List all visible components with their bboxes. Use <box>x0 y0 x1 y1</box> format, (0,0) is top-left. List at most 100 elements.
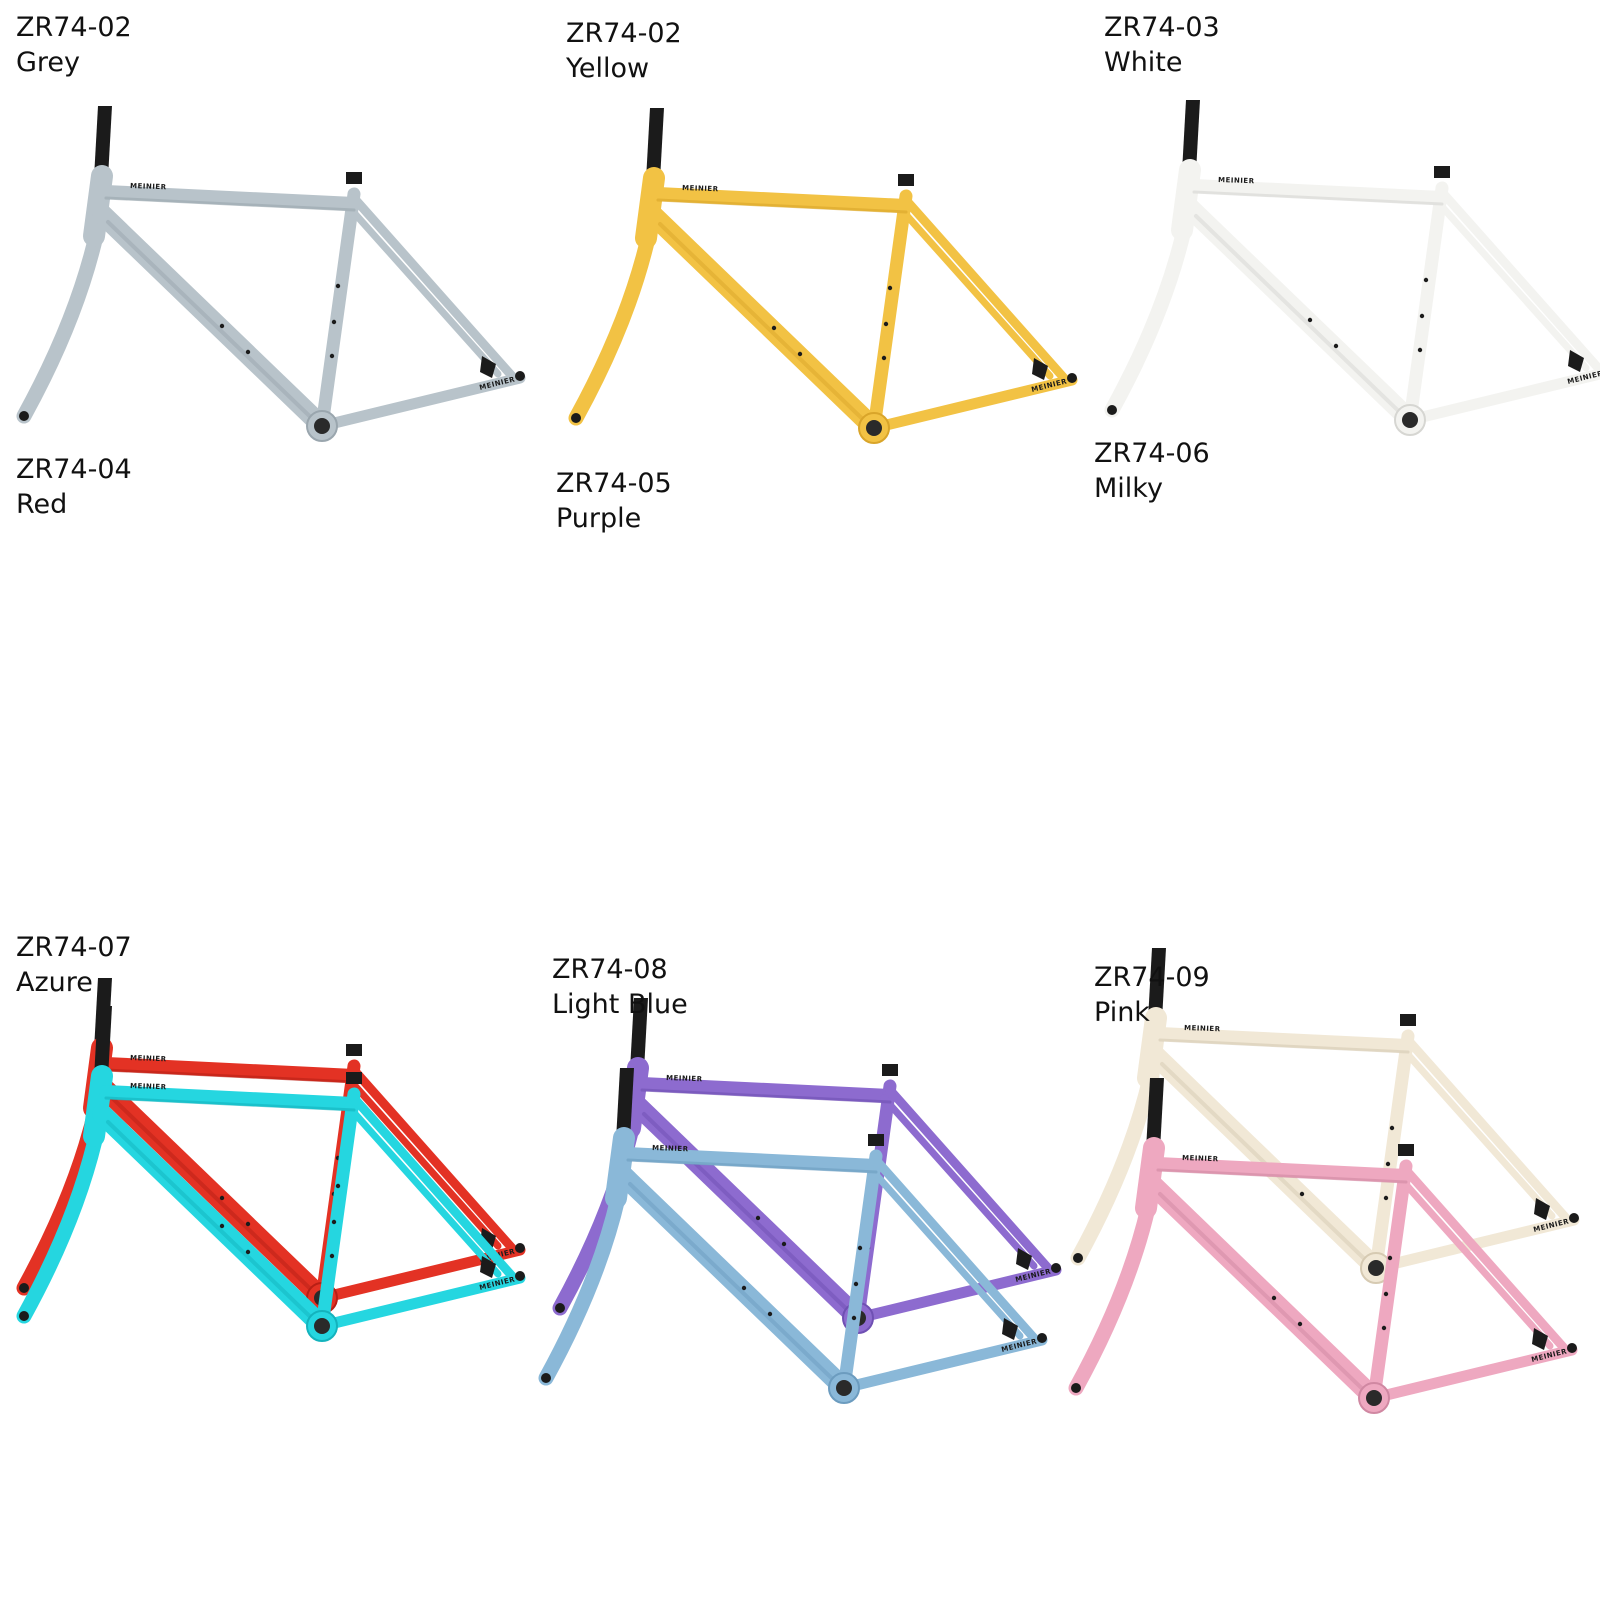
chain-stay <box>868 374 1078 434</box>
frame-color-name: Red <box>16 489 68 520</box>
seat-clamp <box>882 1064 898 1076</box>
seat-clamp <box>898 174 914 186</box>
top-tube <box>635 1077 897 1103</box>
steerer-tube <box>94 106 112 178</box>
frame-label: ZR74-04 Red <box>16 452 132 522</box>
frame-code: ZR74-07 <box>16 932 132 963</box>
frame-color-name: Milky <box>1094 473 1163 504</box>
top-tube <box>99 1085 361 1111</box>
top-tube <box>1187 179 1449 205</box>
top-tube <box>621 1147 883 1173</box>
frame-label: ZR74-05 Purple <box>556 466 672 536</box>
seat-tube <box>315 187 361 433</box>
seat-tube <box>1369 1029 1415 1275</box>
frame-card-pink: ZR74-09 Pink MEINIER MEINIER <box>1068 960 1600 1430</box>
seat-stay <box>1401 1165 1569 1353</box>
seat-clamp <box>1434 166 1450 178</box>
top-tube <box>1151 1157 1413 1183</box>
frame-label: ZR74-02 Yellow <box>566 16 682 86</box>
seat-stay <box>885 1085 1053 1273</box>
derailleur-hanger <box>1568 350 1584 372</box>
fork <box>1070 1070 1158 1266</box>
chain-stay <box>1404 368 1600 426</box>
brand-logo-top-tube: MEINIER <box>652 1144 689 1153</box>
chain-stay <box>838 1334 1048 1394</box>
seat-stay <box>1437 187 1600 375</box>
seat-stay <box>349 1065 517 1253</box>
rear-axle <box>1569 1213 1579 1223</box>
chain-stay <box>852 1264 1062 1324</box>
brand-logo-top-tube: MEINIER <box>1182 1154 1219 1163</box>
seat-clamp <box>346 1072 362 1084</box>
frame-card-white: ZR74-03 White MEINIER MEINIER <box>1104 10 1600 480</box>
frame-card-yellow: ZR74-02 Yellow MEINIER MEINIER <box>566 16 1106 486</box>
seat-stay <box>1403 1035 1571 1223</box>
frame-color-name: Pink <box>1094 997 1150 1028</box>
brand-logo-top-tube: MEINIER <box>1184 1024 1221 1033</box>
fork <box>16 1128 104 1324</box>
seat-clamp <box>1400 1014 1416 1026</box>
fork-axle <box>19 411 29 421</box>
frame-color-name: Yellow <box>566 53 650 84</box>
seat-tube <box>1403 181 1449 427</box>
frame-label: ZR74-03 White <box>1104 10 1220 80</box>
brand-logo-chain-stay: MEINIER <box>479 375 516 392</box>
fork <box>538 1190 626 1386</box>
frame-card-azure: ZR74-07 Azure MEINIER MEINIER <box>16 930 556 1400</box>
chain-stay <box>316 1272 526 1332</box>
frame-code: ZR74-08 <box>552 954 668 985</box>
frame-code: ZR74-06 <box>1094 438 1210 469</box>
fork-axle <box>19 1311 29 1321</box>
brand-logo-chain-stay: MEINIER <box>1031 377 1068 394</box>
seat-stay-inner <box>344 202 502 378</box>
derailleur-hanger <box>1532 1328 1548 1350</box>
seat-stay-inner <box>1432 196 1590 372</box>
seat-clamp <box>868 1134 884 1146</box>
seat-stay-inner <box>896 204 1054 380</box>
derailleur-hanger <box>1032 358 1048 380</box>
frame-card-milky: ZR74-06 Milky MEINIER MEINIER <box>1070 436 1600 1284</box>
brand-logo-top-tube: MEINIER <box>130 1082 167 1091</box>
derailleur-hanger <box>1534 1198 1550 1220</box>
seat-clamp <box>346 1044 362 1056</box>
seat-tube <box>315 1087 361 1333</box>
fork <box>1104 222 1192 418</box>
seat-clamp <box>1398 1144 1414 1156</box>
frame-label: ZR74-07 Azure <box>16 930 132 1000</box>
seat-tube <box>867 189 913 435</box>
frame-code: ZR74-04 <box>16 454 132 485</box>
fork-axle <box>571 413 581 423</box>
seat-stay <box>871 1155 1039 1343</box>
bike-frame-illustration: MEINIER MEINIER <box>16 106 526 442</box>
fork-axle <box>555 1303 565 1313</box>
top-tube <box>99 185 361 211</box>
rear-axle <box>1037 1333 1047 1343</box>
brand-logo-chain-stay: MEINIER <box>479 1275 516 1292</box>
frame-code: ZR74-05 <box>556 468 672 499</box>
top-tube <box>651 187 913 213</box>
frame-card-red: ZR74-04 Red MEINIER MEINIER <box>16 452 556 1314</box>
frame-code: ZR74-02 <box>566 18 682 49</box>
frame-color-name: Grey <box>16 47 81 78</box>
frame-card-grey: ZR74-02 Grey MEINIER MEINIER <box>16 10 556 480</box>
frame-code: ZR74-03 <box>1104 12 1220 43</box>
seat-clamp <box>346 172 362 184</box>
steerer-tube <box>630 998 648 1070</box>
seat-stay-inner <box>880 1094 1038 1270</box>
seat-stay-inner <box>344 1074 502 1250</box>
brand-logo-top-tube: MEINIER <box>1218 176 1255 185</box>
brand-logo-top-tube: MEINIER <box>130 182 167 191</box>
fork-axle <box>19 1283 29 1293</box>
frame-label: ZR74-09 Pink <box>1094 960 1210 1030</box>
fork-axle <box>541 1373 551 1383</box>
top-tube <box>99 1057 361 1083</box>
derailleur-hanger <box>480 356 496 378</box>
seat-tube <box>837 1149 883 1395</box>
frame-label: ZR74-06 Milky <box>1094 436 1210 506</box>
steerer-tube <box>1148 948 1166 1020</box>
steerer-tube <box>616 1068 634 1140</box>
fork <box>16 228 104 424</box>
